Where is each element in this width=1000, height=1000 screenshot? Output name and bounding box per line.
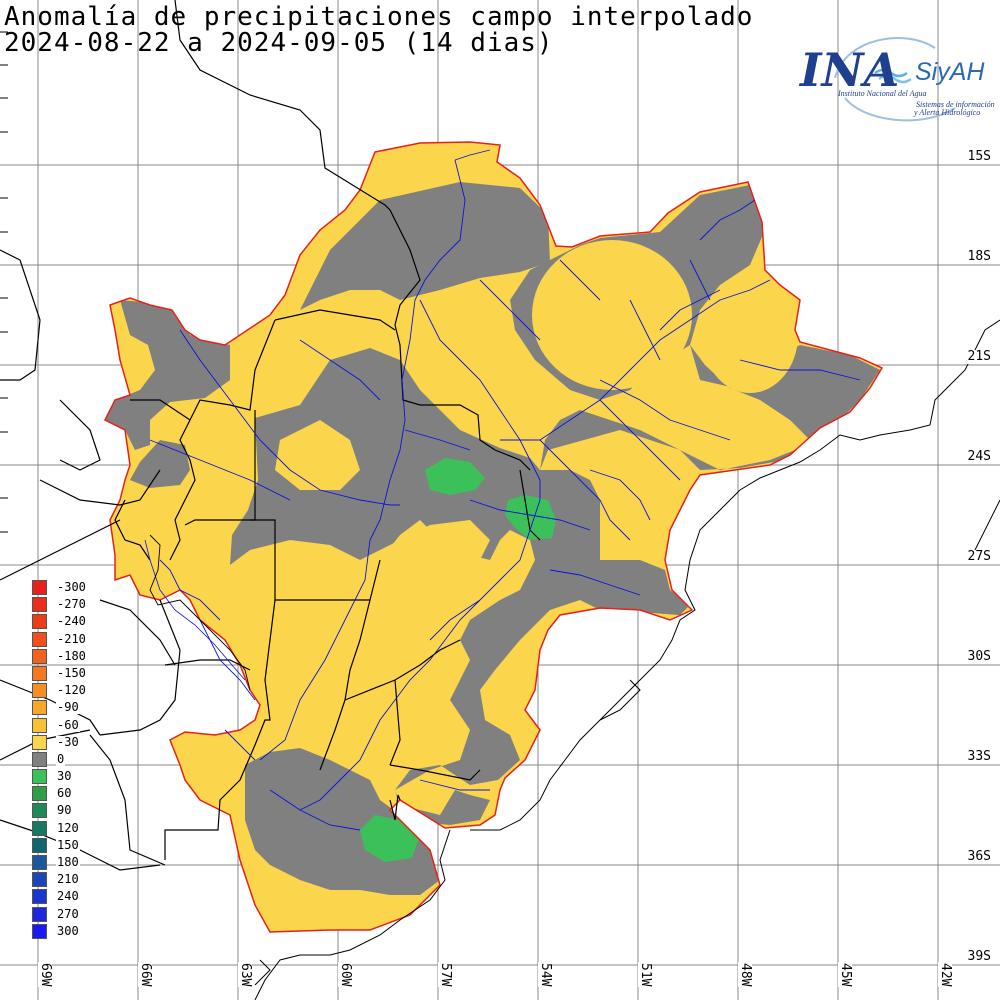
logo-ina-text: INA [800,43,900,97]
logo-institute-text: Instituto Nacional del Agua [838,89,927,98]
logo-arc-lower [844,97,956,122]
legend-label: 240 [56,889,80,904]
lat-label-30s: 30S [966,649,992,664]
legend-label: -150 [56,665,87,680]
legend-swatch [32,889,47,905]
ina-siyah-logo [834,37,956,122]
logo-siyah-text: SiyAH [915,58,985,86]
legend-label: 90 [56,803,73,818]
legend-swatch [32,648,47,664]
legend-swatch [32,597,47,613]
legend-swatch [32,872,47,888]
legend-label: -300 [56,580,87,594]
logo-arc [834,37,936,79]
dry-anomaly-islands [250,240,798,620]
lat-label-27s: 27S [966,549,992,564]
legend-label: -30 [56,734,80,749]
lon-label-66w: 66W [138,962,153,988]
legend-label: 60 [56,786,73,801]
legend-label: 30 [56,769,73,784]
legend-label: -180 [56,648,87,663]
logo-wave-2 [878,74,912,84]
lat-label-18s: 18S [966,249,992,264]
lon-label-54w: 54W [538,962,553,988]
lon-label-57w: 57W [438,962,453,988]
legend-label: 210 [56,872,80,887]
lon-label-51w: 51W [638,962,653,988]
logo-wave-1 [874,68,908,78]
legend-swatch [32,700,47,716]
legend-swatch [32,683,47,699]
anomaly-field [105,182,880,895]
left-axis-ticks [0,31,8,533]
legend-label: -210 [56,631,87,646]
map-title: Anomalía de precipitaciones campo interp… [4,2,754,32]
lat-label-39s: 39S [966,949,992,964]
legend-swatch [32,734,47,750]
logo-subtitle-2: y Alerta Hidrológico [914,108,981,117]
legend-swatch [32,769,47,785]
lon-label-42w: 42W [938,962,953,988]
legend-label: -270 [56,597,87,612]
lat-label-15s: 15S [966,149,992,164]
wet-anomaly-regions [360,458,556,862]
legend-label: -240 [56,614,87,629]
logo-subtitle-1: Sistemas de información [916,100,995,109]
lat-label-36s: 36S [966,849,992,864]
legend-label: 150 [56,837,80,852]
lat-label-21s: 21S [966,349,992,364]
legend-label: -90 [56,700,80,715]
legend-swatch [32,665,47,681]
legend-label: 0 [56,751,66,766]
coastline [254,319,1000,1000]
legend-swatch [32,631,47,647]
basin-outline [103,141,884,933]
lon-label-69w: 69W [38,962,53,988]
legend-swatch [32,906,47,922]
legend-swatch [32,803,47,819]
river-network [149,149,861,831]
legend-label: 120 [56,820,80,835]
lon-label-45w: 45W [838,962,853,988]
legend-swatch [32,837,47,853]
legend-swatch [32,923,47,939]
map-date-range: 2024-08-22 a 2024-09-05 (14 dias) [4,28,554,58]
legend-swatch [32,717,47,733]
legend-swatch [32,786,47,802]
legend-label: 180 [56,855,80,869]
lat-label-33s: 33S [966,749,992,764]
legend-swatch [32,614,47,630]
lon-label-48w: 48W [738,962,753,988]
lon-label-60w: 60W [338,962,353,988]
lon-label-63w: 63W [238,962,253,988]
legend-label: -120 [56,683,87,698]
western-river-border [149,534,251,691]
legend-label: 300 [56,923,80,938]
legend-swatch [32,751,47,767]
legend-swatch [32,820,47,836]
legend-label: -60 [56,717,80,732]
legend-label: 270 [56,906,80,921]
lat-label-24s: 24S [966,449,992,464]
western-river [144,539,246,681]
legend-swatch [32,580,47,595]
legend-swatch [32,855,47,870]
